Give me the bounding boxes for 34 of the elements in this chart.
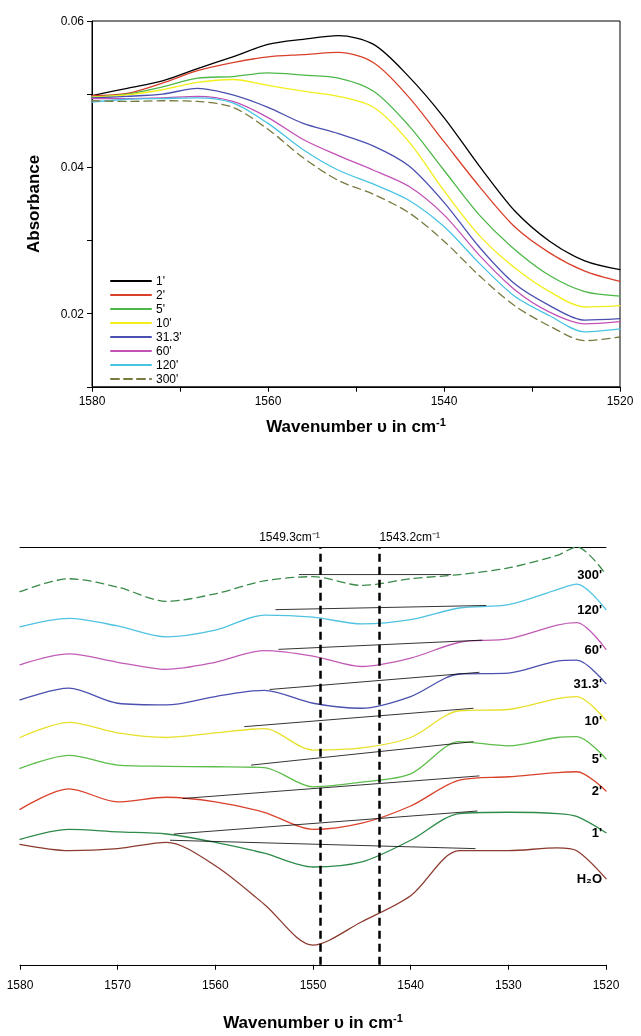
x-tick-label: 1520 — [606, 393, 634, 408]
legend-label: 120' — [156, 358, 179, 372]
x-tick-label: 1560 — [201, 977, 229, 992]
series-label: H₂O — [576, 871, 602, 887]
x-tick-label: 1560 — [254, 393, 282, 408]
legend-label: 1' — [156, 274, 165, 288]
x-tick-label: 1540 — [430, 393, 458, 408]
x-tick-label: 1530 — [494, 977, 522, 992]
y-tick-label: 0.02 — [60, 306, 85, 321]
series-label: 2' — [591, 783, 602, 799]
x-tick-label: 1520 — [592, 977, 620, 992]
series-label: 300' — [577, 567, 602, 583]
ref-line-label: 1543.2cm⁻¹ — [379, 530, 441, 544]
series-label: 10' — [584, 712, 602, 728]
legend-label: 31.3' — [156, 330, 182, 344]
series-label: 1' — [591, 825, 602, 841]
legend-label: 10' — [156, 316, 172, 330]
y-tick-label: 0.04 — [60, 160, 85, 175]
series-label: 5' — [591, 751, 602, 767]
x-tick-label: 1580 — [6, 977, 34, 992]
x-tick-label: 1580 — [78, 393, 106, 408]
series-label: 60' — [584, 641, 602, 657]
x-tick-label: 1540 — [397, 977, 425, 992]
legend-label: 60' — [156, 344, 172, 358]
y-axis-title: Absorbance — [24, 154, 43, 253]
x-tick-label: 1570 — [104, 977, 132, 992]
legend-label: 300' — [156, 372, 179, 386]
legend-label: 5' — [156, 302, 165, 316]
x-tick-label: 1550 — [299, 977, 327, 992]
legend-label: 2' — [156, 288, 165, 302]
series-label: 120' — [577, 602, 602, 618]
ref-line-label: 1549.3cm⁻¹ — [259, 530, 320, 544]
y-tick-label: 0.06 — [60, 14, 85, 28]
series-label: 31.3' — [573, 676, 602, 692]
